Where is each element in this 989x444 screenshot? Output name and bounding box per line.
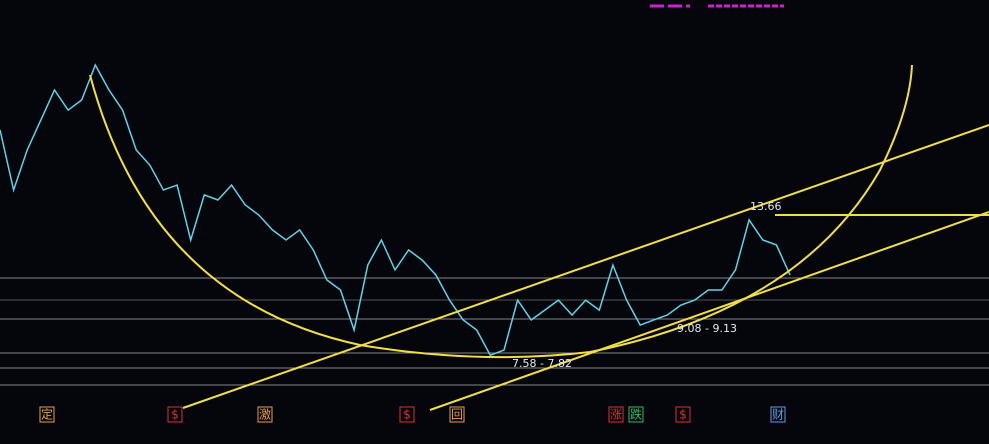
marker-box xyxy=(675,406,691,423)
annotation: 7.58 - 7.82 xyxy=(512,357,572,370)
arc xyxy=(89,64,913,359)
marker: 激 xyxy=(259,408,271,422)
marker-box xyxy=(39,406,55,423)
trend-line xyxy=(429,211,989,411)
marker: 跌 xyxy=(630,407,642,422)
level-lines xyxy=(0,277,989,386)
marker-box xyxy=(399,406,415,423)
annotation: 9.08 - 9.13 xyxy=(677,322,737,335)
drawings xyxy=(89,64,989,411)
marker-box xyxy=(257,406,273,423)
price-layer xyxy=(0,63,791,357)
price-line xyxy=(0,63,791,357)
marker-box xyxy=(770,406,786,423)
marker-box xyxy=(628,406,644,423)
marker-box xyxy=(449,406,465,423)
marker: 回 xyxy=(451,408,463,422)
annotation: 13.66 xyxy=(750,200,782,213)
marker: $ xyxy=(679,408,687,422)
marker: $ xyxy=(403,408,411,422)
marker: 涨 xyxy=(610,407,622,422)
signal-markers: 定 $ 激 $ 回 涨跌 $ 财 xyxy=(39,406,786,423)
marker: 财 xyxy=(772,408,784,422)
trend-line xyxy=(182,124,989,409)
marker: $ xyxy=(171,408,179,422)
marker: 定 xyxy=(41,407,53,422)
marker-box xyxy=(167,406,183,423)
marker-box xyxy=(608,406,624,423)
